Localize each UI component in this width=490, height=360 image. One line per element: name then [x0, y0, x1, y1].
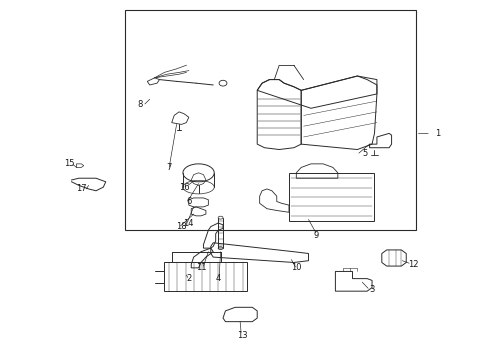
Text: 8: 8 [137, 100, 143, 109]
Text: 15: 15 [64, 159, 74, 168]
Text: 10: 10 [291, 264, 301, 273]
Text: 1: 1 [436, 129, 441, 138]
Text: 13: 13 [237, 332, 248, 341]
Text: 16: 16 [179, 183, 189, 192]
Text: 18: 18 [176, 222, 187, 231]
Bar [164, 262, 247, 291]
Text: 7: 7 [167, 163, 172, 172]
Text: 9: 9 [313, 231, 318, 240]
Bar [125, 10, 416, 230]
Text: 17: 17 [76, 184, 87, 193]
Text: 5: 5 [362, 149, 368, 158]
Text: 14: 14 [184, 219, 194, 228]
Text: 3: 3 [369, 285, 375, 294]
Text: 4: 4 [216, 274, 221, 283]
Text: 11: 11 [196, 264, 206, 273]
Text: 2: 2 [186, 274, 192, 283]
Text: 12: 12 [408, 260, 419, 269]
Bar [289, 173, 374, 221]
Ellipse shape [218, 247, 223, 249]
Text: 6: 6 [186, 197, 192, 206]
